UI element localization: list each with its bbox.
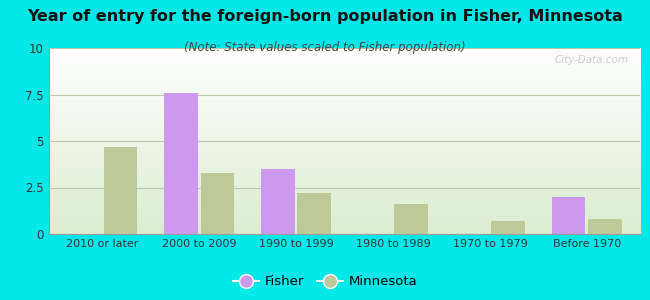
- Bar: [164, 93, 198, 234]
- Text: City-Data.com: City-Data.com: [554, 56, 629, 65]
- Bar: [588, 219, 622, 234]
- Legend: Fisher, Minnesota: Fisher, Minnesota: [227, 270, 422, 293]
- Bar: [491, 221, 525, 234]
- Bar: [103, 147, 138, 234]
- Bar: [200, 172, 235, 234]
- Bar: [298, 193, 332, 234]
- Bar: [395, 204, 428, 234]
- Bar: [552, 197, 586, 234]
- Text: (Note: State values scaled to Fisher population): (Note: State values scaled to Fisher pop…: [184, 40, 466, 53]
- Text: Year of entry for the foreign-born population in Fisher, Minnesota: Year of entry for the foreign-born popul…: [27, 9, 623, 24]
- Bar: [261, 169, 294, 234]
